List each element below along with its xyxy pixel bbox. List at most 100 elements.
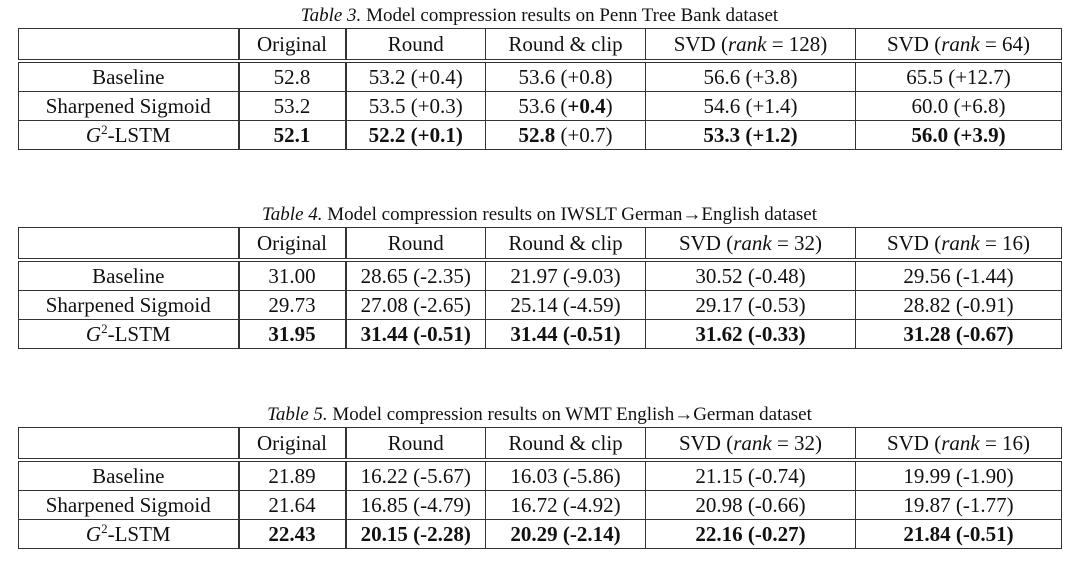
text-run: 53.3 (+1.2) <box>703 122 798 147</box>
table-row: Baseline 52.8 53.2 (+0.4) 53.6 (+0.8) 56.6 (… <box>18 60 1062 92</box>
table-row: Sharpened Sigmoid 29.73 27.08 (-2.65) 25.14… <box>18 290 1062 320</box>
table-cell: 52.8 (+0.7) <box>485 120 646 150</box>
text-run: 2 <box>101 320 108 336</box>
text-run: SVD ( <box>886 430 942 455</box>
text-run: Round <box>387 230 444 255</box>
table-cell: 52.1 <box>238 120 347 150</box>
text-run: rank <box>941 430 980 455</box>
table-cell: 16.22 (-5.67) <box>345 459 486 491</box>
text-run: 53.2 (+0.4) <box>368 64 463 89</box>
table-cell: 31.00 <box>238 259 347 291</box>
text-run: Sharpened Sigmoid <box>45 93 211 118</box>
text-run: 31.95 <box>268 321 316 346</box>
text-run: Baseline <box>92 64 165 89</box>
text-run: 28.82 (-0.91) <box>903 292 1014 317</box>
table-cell: 53.3 (+1.2) <box>645 120 856 150</box>
text-run: SVD ( <box>673 31 728 56</box>
table-cell: 20.15 (-2.28) <box>345 519 486 549</box>
text-run: 31.44 (-0.51) <box>510 321 621 346</box>
header-cell: Round & clip <box>485 227 646 262</box>
header-row: Original Round Round & clip SVD (rank = 32)… <box>18 427 1062 462</box>
text-run: = 64) <box>979 31 1031 56</box>
text-run: 21.64 <box>268 492 316 517</box>
header-cell: Original <box>238 427 347 462</box>
text-run: 20.29 (-2.14) <box>510 521 621 546</box>
text-run: 22.43 <box>268 521 316 546</box>
text-run: 56.0 (+3.9) <box>911 122 1006 147</box>
header-cell: Round & clip <box>485 427 646 462</box>
text-run: -LSTM <box>107 321 171 346</box>
table-cell: 31.62 (-0.33) <box>645 319 856 349</box>
table-row: G2-LSTM 52.1 52.2 (+0.1) 52.8 (+0.7) 53.3 (+… <box>18 120 1062 150</box>
text-run: Model compression results on IWSLT Germa… <box>322 204 817 225</box>
table-cell: 21.15 (-0.74) <box>645 459 856 491</box>
text-run: rank <box>733 230 772 255</box>
table-cell: 16.72 (-4.92) <box>485 490 646 520</box>
text-run: Original <box>257 230 327 255</box>
table-cell: 60.0 (+6.8) <box>855 91 1062 121</box>
table-cell: Baseline <box>18 259 240 291</box>
text-run: 16.85 (-4.79) <box>360 492 471 517</box>
text-run: 52.8 <box>518 122 556 147</box>
table-cell: Baseline <box>18 459 240 491</box>
table-cell: 53.5 (+0.3) <box>345 91 486 121</box>
table-cell: 19.99 (-1.90) <box>855 459 1062 491</box>
table-cell: 22.16 (-0.27) <box>645 519 856 549</box>
table: Original Round Round & clip SVD (rank = 128… <box>18 28 1062 150</box>
text-run: = 16) <box>979 230 1031 255</box>
text-run: 20.98 (-0.66) <box>695 492 806 517</box>
text-run: 21.84 (-0.51) <box>903 521 1014 546</box>
header-cell: SVD (rank = 32) <box>645 427 856 462</box>
header-row: Original Round Round & clip SVD (rank = 32)… <box>18 227 1062 262</box>
table-cell: 21.89 <box>238 459 347 491</box>
text-run: Original <box>257 31 327 56</box>
table-cell: 54.6 (+1.4) <box>645 91 856 121</box>
text-run: Round & clip <box>508 230 623 255</box>
text-run: 31.44 (-0.51) <box>360 321 471 346</box>
text-run: Table 4. <box>261 204 323 225</box>
table-cell: Sharpened Sigmoid <box>18 91 240 121</box>
table-cell: 53.2 <box>238 91 347 121</box>
table-cell: 29.17 (-0.53) <box>645 290 856 320</box>
header-cell: Round & clip <box>485 28 646 63</box>
text-run: 19.87 (-1.77) <box>903 492 1014 517</box>
table-block: Table 3. Model compression results on Pe… <box>18 4 1062 150</box>
text-run: Model compression results on Penn Tree B… <box>361 5 779 26</box>
table-row: G2-LSTM 31.95 31.44 (-0.51) 31.44 (-0.51) 31… <box>18 319 1062 349</box>
text-run: 54.6 (+1.4) <box>703 93 798 118</box>
text-run: Baseline <box>92 463 165 488</box>
table-caption: Table 3. Model compression results on Pe… <box>18 4 1061 28</box>
text-run: 52.2 (+0.1) <box>368 122 463 147</box>
table-cell: 31.28 (-0.67) <box>855 319 1062 349</box>
table-row: Baseline 31.00 28.65 (-2.35) 21.97 (-9.03) 3… <box>18 259 1062 291</box>
text-run: 56.6 (+3.8) <box>703 64 798 89</box>
text-run: 21.97 (-9.03) <box>510 263 621 288</box>
text-run: 22.16 (-0.27) <box>695 521 806 546</box>
table-cell: 56.0 (+3.9) <box>855 120 1062 150</box>
text-run: 30.52 (-0.48) <box>695 263 806 288</box>
table-cell: 30.52 (-0.48) <box>645 259 856 291</box>
text-run: 21.15 (-0.74) <box>695 463 806 488</box>
table-cell: 52.8 <box>238 60 347 92</box>
table-cell: G2-LSTM <box>18 519 240 549</box>
header-cell <box>18 427 240 462</box>
header-cell: SVD (rank = 32) <box>645 227 856 262</box>
header-cell: SVD (rank = 64) <box>855 28 1062 63</box>
header-cell: SVD (rank = 16) <box>855 427 1062 462</box>
table: Original Round Round & clip SVD (rank = 32)… <box>18 227 1062 349</box>
text-run: = 32) <box>771 430 823 455</box>
text-run: Sharpened Sigmoid <box>45 492 211 517</box>
text-run: G <box>85 122 102 147</box>
table-cell: 27.08 (-2.65) <box>345 290 486 320</box>
table-cell: 53.2 (+0.4) <box>345 60 486 92</box>
text-run: SVD ( <box>886 31 942 56</box>
table-cell: G2-LSTM <box>18 120 240 150</box>
table-cell: G2-LSTM <box>18 319 240 349</box>
text-run: 28.65 (-2.35) <box>360 263 471 288</box>
header-row: Original Round Round & clip SVD (rank = 128… <box>18 28 1062 63</box>
table-cell: 19.87 (-1.77) <box>855 490 1062 520</box>
text-run: SVD ( <box>678 430 734 455</box>
text-run: rank <box>733 430 772 455</box>
table-cell: 29.56 (-1.44) <box>855 259 1062 291</box>
text-run: Table 5. <box>267 404 328 425</box>
